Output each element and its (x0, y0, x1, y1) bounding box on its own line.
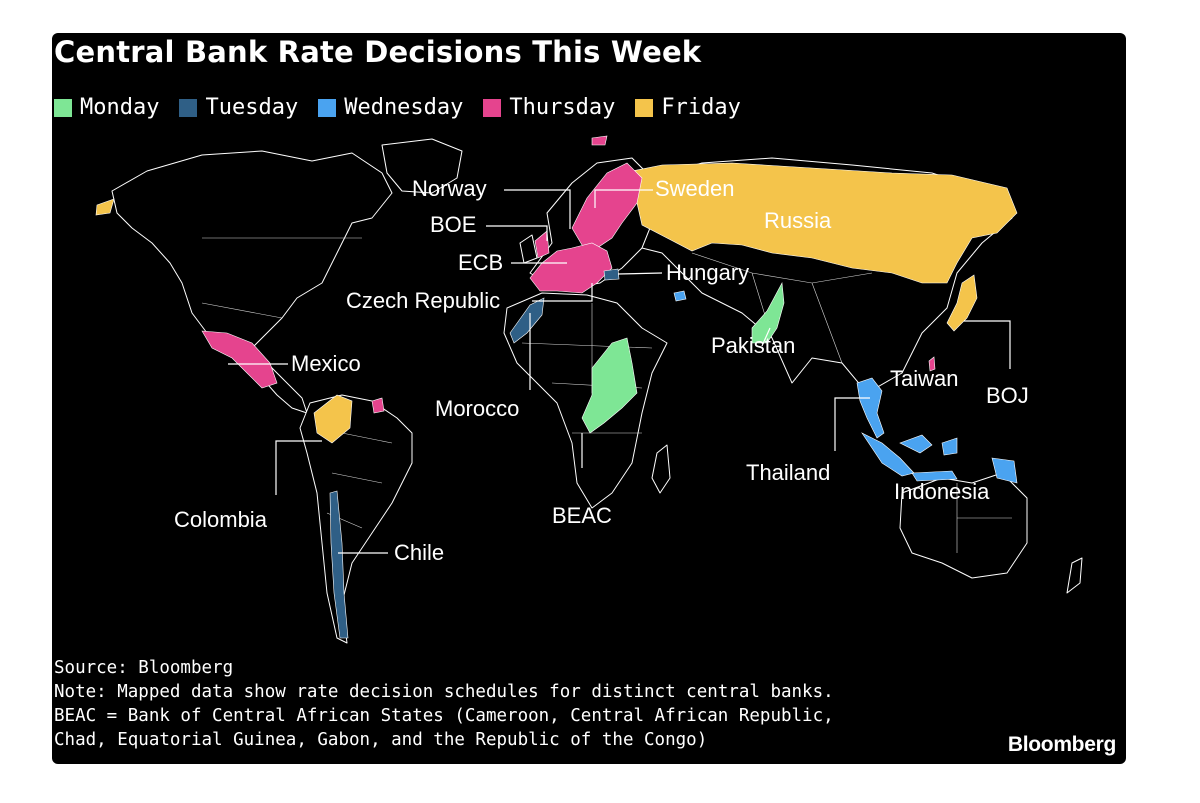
landmass-greenland (381, 138, 463, 194)
legend-swatch-monday (54, 98, 72, 117)
legend-label-monday: Monday (80, 95, 160, 120)
beac-note-line-2: Chad, Equatorial Guinea, Gabon, and the … (54, 730, 708, 750)
landmass-australia (899, 472, 1028, 579)
region-svalbard (591, 135, 608, 146)
region-caspian-wednesday (673, 290, 687, 302)
region-euro-area (529, 242, 613, 294)
callout-hungary: Hungary (666, 260, 749, 285)
leader-czech (532, 283, 593, 302)
leader-sweden (594, 189, 653, 208)
landmass-madagascar (651, 444, 671, 494)
legend-item-thursday: Thursday (483, 95, 615, 120)
region-uk (534, 230, 550, 259)
legend-label-friday: Friday (661, 95, 741, 120)
callout-taiwan: Taiwan (890, 366, 958, 391)
leader-boj (964, 320, 1011, 369)
beac-note-line-1: BEAC = Bank of Central African States (C… (54, 706, 834, 726)
landmass-south-america (299, 394, 413, 644)
callout-boe: BOE (430, 212, 476, 237)
region-mexico (201, 330, 278, 389)
region-morocco (509, 297, 545, 344)
callout-czech-republic: Czech Republic (346, 288, 500, 313)
region-pakistan (751, 281, 785, 344)
legend: Monday Tuesday Wednesday Thursday Friday (54, 95, 761, 120)
landmass-new-zealand (1066, 557, 1083, 594)
chart-title: Central Bank Rate Decisions This Week (54, 35, 702, 69)
legend-swatch-thursday (483, 98, 502, 117)
border-australia (956, 483, 1012, 553)
leader-colombia (275, 440, 322, 495)
leader-boe (486, 225, 548, 241)
border-us-mexico (201, 302, 283, 319)
callout-thailand: Thailand (746, 460, 830, 485)
legend-swatch-tuesday (179, 98, 198, 117)
legend-label-wednesday: Wednesday (344, 95, 464, 120)
callout-morocco: Morocco (435, 396, 519, 421)
region-russia (621, 162, 1018, 284)
callout-colombia: Colombia (174, 507, 268, 532)
callout-boj: BOJ (986, 383, 1029, 408)
callout-leaders (228, 189, 1011, 554)
region-taiwan (928, 356, 936, 372)
landmass-north-america (111, 150, 393, 349)
world-map: Norway Sweden BOE ECB Czech Republic Hun… (95, 135, 1083, 644)
highlighted-countries (95, 135, 1018, 639)
callout-indonesia: Indonesia (894, 479, 990, 504)
callout-russia: Russia (764, 208, 832, 233)
callout-ecb: ECB (458, 250, 503, 275)
region-hungary (603, 268, 620, 281)
leader-thailand (834, 397, 870, 451)
bloomberg-logo: Bloomberg (1007, 733, 1116, 756)
region-indonesia (861, 432, 1018, 484)
leader-pakistan (761, 327, 771, 347)
callout-beac: BEAC (552, 503, 612, 528)
chart-card: Central Bank Rate Decisions This Week Mo… (52, 33, 1126, 764)
legend-item-tuesday: Tuesday (179, 95, 298, 120)
callout-mexico: Mexico (291, 351, 361, 376)
legend-item-monday: Monday (54, 95, 159, 120)
callout-norway: Norway (412, 176, 487, 201)
callout-sweden: Sweden (655, 176, 735, 201)
region-beac (581, 337, 638, 434)
legend-swatch-friday (635, 98, 654, 117)
region-japan (946, 274, 978, 332)
footnotes: Source: Bloomberg Note: Mapped data show… (54, 656, 834, 752)
legend-item-friday: Friday (635, 95, 741, 120)
legend-label-tuesday: Tuesday (205, 95, 299, 120)
legend-item-wednesday: Wednesday (318, 95, 463, 120)
leader-norway (504, 189, 571, 229)
source-note: Source: Bloomberg (54, 658, 234, 678)
region-colombia (313, 394, 353, 444)
leader-hungary (617, 272, 663, 275)
legend-label-thursday: Thursday (509, 95, 616, 120)
callout-labels: Norway Sweden BOE ECB Czech Republic Hun… (174, 176, 1029, 565)
region-thailand (856, 377, 885, 439)
legend-swatch-wednesday (318, 98, 337, 117)
region-suriname (371, 397, 385, 414)
region-greenland-east (95, 198, 115, 216)
callout-chile: Chile (394, 540, 444, 565)
landmass-uk-ireland (519, 234, 538, 264)
mapping-note: Note: Mapped data show rate decision sch… (54, 682, 834, 702)
callout-pakistan: Pakistan (711, 333, 795, 358)
region-chile (329, 490, 349, 639)
